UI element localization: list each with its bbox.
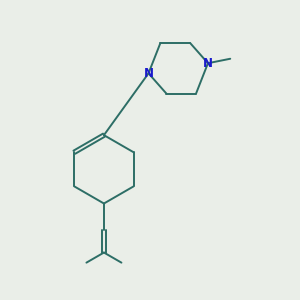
Text: N: N (143, 67, 154, 80)
Text: N: N (203, 57, 213, 70)
